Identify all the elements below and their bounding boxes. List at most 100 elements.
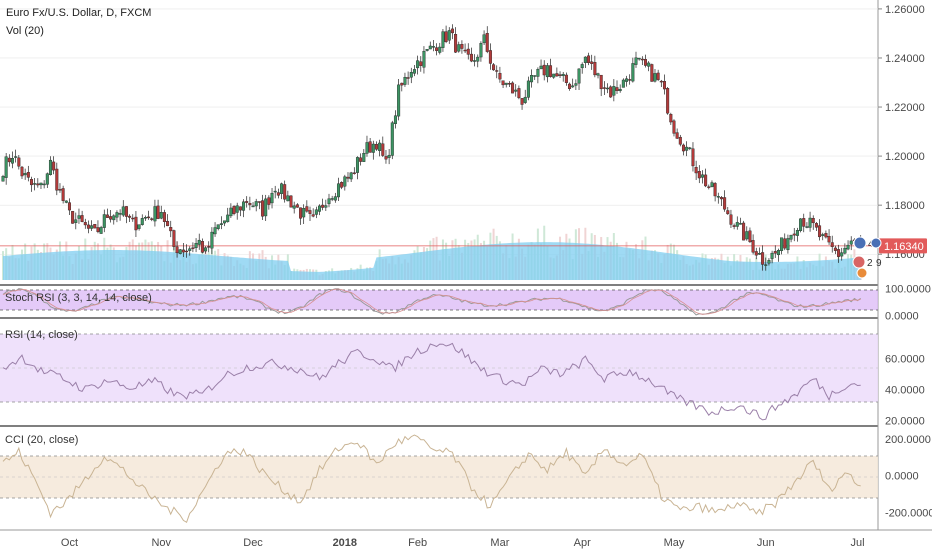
candle-body bbox=[365, 142, 369, 154]
candle-body bbox=[381, 143, 385, 156]
candle-body bbox=[789, 234, 793, 240]
candle-body bbox=[93, 224, 97, 229]
candle-body bbox=[112, 215, 116, 221]
rsi-line bbox=[2, 342, 861, 421]
candle-body bbox=[713, 183, 717, 197]
candle-body bbox=[729, 214, 733, 225]
indicator-tick-label: -200.0000 bbox=[885, 507, 932, 519]
candle-body bbox=[191, 247, 195, 249]
candle-body bbox=[115, 212, 119, 218]
candle-body bbox=[131, 217, 135, 220]
candle-body bbox=[264, 198, 268, 217]
candle-body bbox=[29, 179, 33, 186]
candle-body bbox=[590, 61, 594, 64]
flag-icon[interactable] bbox=[852, 255, 866, 269]
candle-body bbox=[143, 217, 147, 219]
price-axis[interactable]: 1.260001.240001.220001.200001.180001.160… bbox=[878, 4, 925, 261]
candle-body bbox=[561, 73, 565, 77]
candle-body bbox=[384, 156, 388, 160]
candle-body bbox=[609, 86, 613, 98]
candle-body bbox=[628, 79, 632, 81]
cci-panel bbox=[0, 455, 878, 499]
candle-body bbox=[33, 183, 37, 185]
candle-body bbox=[507, 83, 511, 85]
time-axis[interactable]: Oct Nov Dec 2018 Feb Mar Apr May Jun Jul bbox=[61, 537, 865, 549]
candle-body bbox=[318, 205, 322, 212]
event-markers[interactable]: 4 2 9 bbox=[852, 236, 882, 279]
candle-body bbox=[428, 45, 432, 50]
candle-body bbox=[802, 218, 806, 227]
candle-body bbox=[223, 220, 227, 224]
candle-body bbox=[245, 201, 249, 203]
candle-body bbox=[238, 206, 242, 211]
rsi-panel bbox=[0, 333, 878, 403]
stoch-rsi-panel bbox=[0, 289, 878, 311]
candle-body bbox=[210, 231, 214, 249]
candle-body bbox=[745, 231, 749, 240]
price-tick-label: 1.18000 bbox=[885, 200, 925, 212]
candle-body bbox=[261, 200, 265, 217]
candle-body bbox=[226, 214, 230, 223]
candle-body bbox=[4, 156, 8, 178]
candle-body bbox=[162, 212, 166, 222]
candle-body bbox=[159, 212, 163, 219]
candle-body bbox=[792, 233, 796, 236]
candle-body bbox=[336, 183, 340, 198]
candle-body bbox=[732, 225, 736, 227]
candle-body bbox=[390, 122, 394, 156]
candle-body bbox=[216, 224, 220, 229]
candle-body bbox=[780, 237, 784, 251]
candle-body bbox=[419, 61, 423, 66]
candle-body bbox=[685, 146, 689, 151]
candle-body bbox=[555, 73, 559, 77]
candle-body bbox=[140, 218, 144, 225]
candle-body bbox=[545, 65, 549, 78]
candle-body bbox=[805, 226, 809, 228]
candle-body bbox=[283, 184, 287, 200]
candle-body bbox=[761, 252, 765, 265]
candle-body bbox=[488, 50, 492, 64]
flag-icon[interactable] bbox=[870, 237, 882, 249]
indicator-tick-label: 0.0000 bbox=[885, 471, 919, 483]
candle-body bbox=[352, 172, 356, 174]
candle-body bbox=[14, 156, 18, 158]
flag-icon[interactable] bbox=[856, 267, 868, 279]
stoch-rsi-d-line bbox=[2, 288, 861, 315]
candle-body bbox=[460, 44, 464, 49]
candle-body bbox=[672, 120, 676, 134]
candle-body bbox=[767, 260, 771, 264]
candle-body bbox=[606, 87, 610, 90]
candle-body bbox=[343, 176, 347, 187]
candle-body bbox=[213, 227, 217, 235]
candle-body bbox=[346, 176, 350, 179]
candle-body bbox=[498, 72, 502, 80]
candle-body bbox=[843, 247, 847, 254]
candle-body bbox=[536, 69, 540, 77]
candle-body bbox=[185, 250, 189, 253]
candle-body bbox=[254, 201, 258, 207]
time-tick-label: Nov bbox=[151, 537, 171, 549]
flag-icon[interactable] bbox=[853, 236, 867, 250]
candle-body bbox=[849, 240, 853, 245]
candle-body bbox=[276, 192, 280, 196]
time-tick-label: Dec bbox=[243, 537, 263, 549]
candle-body bbox=[393, 115, 397, 124]
candle-body bbox=[463, 49, 467, 52]
candle-body bbox=[295, 204, 299, 208]
candle-body bbox=[444, 31, 448, 42]
candle-body bbox=[833, 247, 837, 251]
candle-body bbox=[55, 168, 59, 191]
candle-body bbox=[625, 78, 629, 82]
candle-body bbox=[349, 172, 353, 180]
candle-body bbox=[533, 75, 537, 77]
candle-body bbox=[770, 252, 774, 259]
candle-body bbox=[397, 84, 401, 117]
candle-body bbox=[653, 73, 657, 82]
candle-body bbox=[783, 238, 787, 249]
candle-body bbox=[643, 59, 647, 66]
candle-body bbox=[583, 56, 587, 63]
candle-body bbox=[406, 77, 410, 79]
candle-body bbox=[719, 197, 723, 200]
indicator-tick-label: 200.0000 bbox=[885, 434, 931, 446]
